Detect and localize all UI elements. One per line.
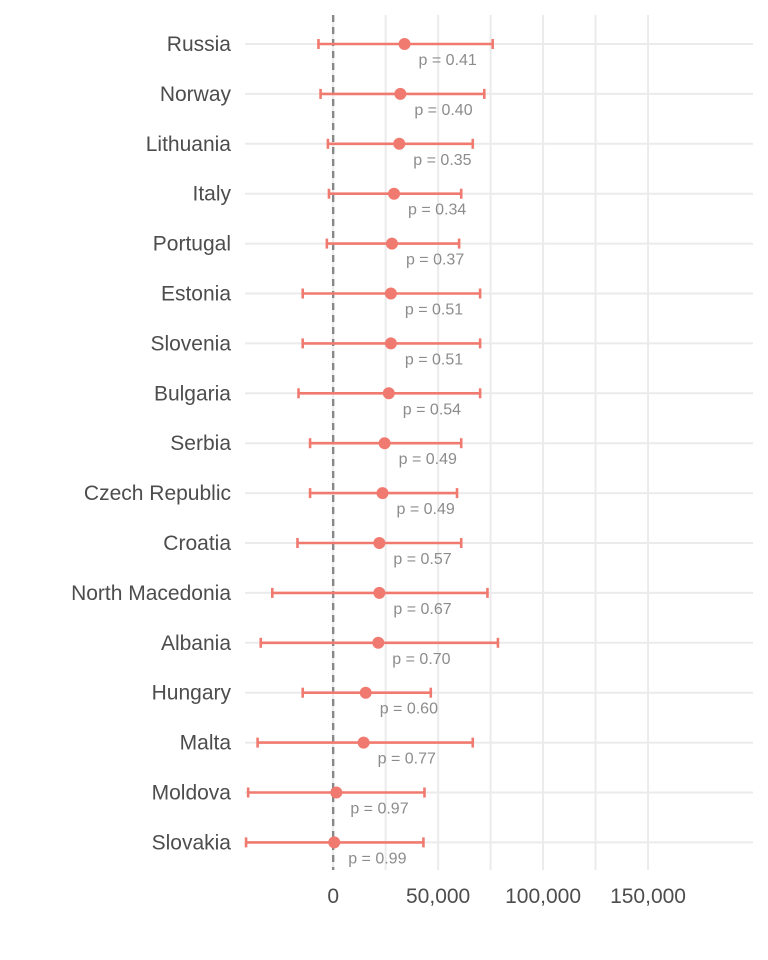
point-estimate — [330, 786, 343, 799]
p-value-label: p = 0.57 — [393, 551, 451, 568]
country-label: Croatia — [163, 532, 231, 555]
x-tick-label: 100,000 — [505, 885, 581, 908]
point-estimate — [376, 487, 389, 500]
country-label: Estonia — [161, 283, 231, 306]
country-label: Moldova — [152, 782, 232, 805]
p-value-label: p = 0.77 — [378, 751, 436, 768]
labels: Russia p = 0.41 Norway p = 0.40 Lithuania p =… — [71, 33, 686, 908]
x-tick-label: 0 — [327, 885, 339, 908]
point-estimate — [394, 87, 407, 100]
country-label: Italy — [192, 183, 231, 206]
p-value-label: p = 0.51 — [405, 302, 463, 319]
point-estimate — [388, 187, 401, 200]
p-value-label: p = 0.40 — [414, 102, 472, 119]
point-estimate — [384, 287, 397, 300]
point-estimate — [384, 337, 397, 350]
country-label: Portugal — [153, 233, 231, 256]
country-label: Lithuania — [146, 133, 232, 156]
point-estimate — [382, 387, 395, 400]
point-estimate — [357, 736, 370, 749]
point-estimate — [385, 237, 398, 250]
country-label: Norway — [160, 83, 232, 106]
marks — [244, 38, 500, 849]
p-value-label: p = 0.37 — [406, 252, 464, 269]
p-value-label: p = 0.49 — [399, 451, 457, 468]
point-estimate — [373, 586, 386, 599]
point-estimate — [359, 686, 372, 699]
point-estimate — [372, 636, 385, 649]
p-value-label: p = 0.51 — [405, 351, 463, 368]
point-estimate — [398, 38, 411, 50]
x-tick-label: 50,000 — [406, 885, 470, 908]
country-label: Czech Republic — [84, 482, 231, 505]
country-label: Hungary — [152, 682, 232, 705]
point-estimate — [378, 437, 391, 450]
country-label: Slovenia — [150, 332, 231, 355]
point-estimate — [373, 537, 386, 549]
p-value-label: p = 0.97 — [350, 801, 408, 818]
x-tick-label: 150,000 — [610, 885, 686, 908]
p-value-label: p = 0.34 — [408, 202, 466, 219]
p-value-label: p = 0.41 — [419, 52, 477, 69]
country-label: Malta — [180, 732, 232, 755]
point-estimate — [393, 137, 406, 150]
p-value-label: p = 0.67 — [393, 601, 451, 618]
p-value-label: p = 0.99 — [348, 850, 406, 867]
country-label: North Macedonia — [71, 582, 231, 605]
country-label: Slovakia — [152, 831, 232, 854]
country-label: Russia — [167, 33, 232, 56]
country-label: Bulgaria — [154, 382, 231, 405]
p-value-label: p = 0.35 — [413, 152, 471, 169]
country-label: Albania — [161, 632, 231, 655]
p-value-label: p = 0.54 — [403, 401, 461, 418]
point-estimate — [328, 836, 341, 849]
p-value-label: p = 0.60 — [380, 701, 438, 718]
p-value-label: p = 0.70 — [392, 651, 450, 668]
p-value-label: p = 0.49 — [396, 501, 454, 518]
country-label: Serbia — [170, 432, 231, 455]
